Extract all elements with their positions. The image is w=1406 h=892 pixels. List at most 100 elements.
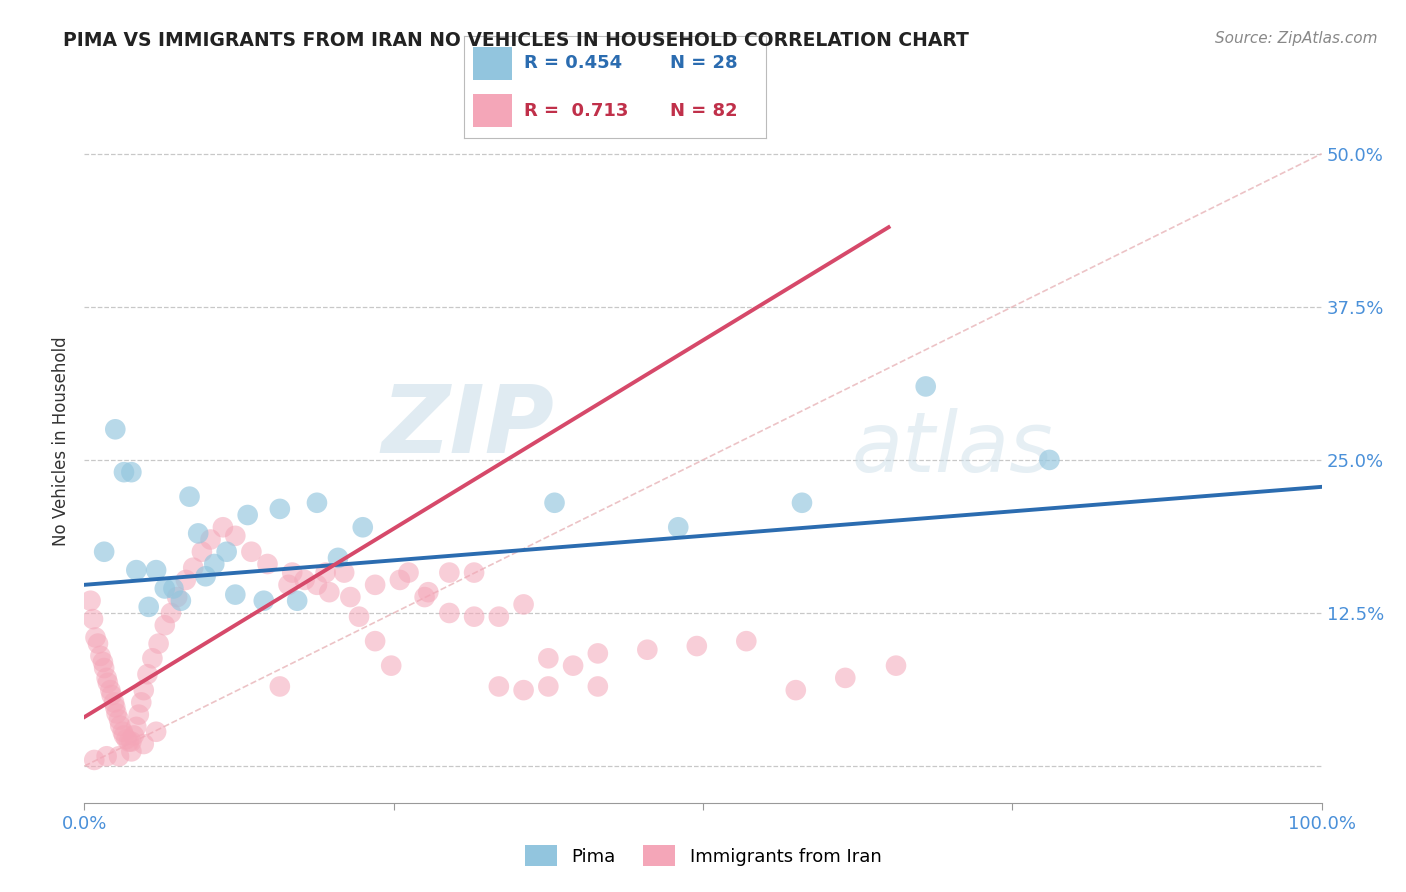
Text: atlas: atlas — [852, 409, 1053, 490]
Point — [79, 593, 101, 607]
Point — [166, 590, 188, 604]
Point — [636, 642, 658, 657]
Point — [145, 563, 167, 577]
Point — [224, 588, 246, 602]
Point — [512, 598, 534, 612]
Point — [914, 379, 936, 393]
Point — [132, 683, 155, 698]
Point — [537, 651, 560, 665]
Point — [463, 566, 485, 580]
Point — [145, 724, 167, 739]
Point — [215, 545, 238, 559]
Point — [108, 749, 131, 764]
Point — [122, 728, 145, 742]
Point — [153, 582, 176, 596]
Point — [834, 671, 856, 685]
Point — [253, 593, 276, 607]
Point — [281, 566, 304, 580]
Point — [388, 573, 411, 587]
Point — [110, 719, 132, 733]
Point — [179, 490, 201, 504]
Point — [326, 550, 349, 565]
Point — [212, 520, 235, 534]
Point — [125, 720, 148, 734]
Point — [104, 700, 127, 714]
Point — [418, 585, 440, 599]
Point — [97, 675, 120, 690]
Text: Source: ZipAtlas.com: Source: ZipAtlas.com — [1215, 31, 1378, 46]
Point — [191, 545, 214, 559]
Point — [364, 634, 387, 648]
Point — [162, 582, 184, 596]
Point — [586, 680, 609, 694]
Point — [96, 749, 118, 764]
Point — [91, 655, 114, 669]
Point — [256, 557, 278, 571]
Point — [200, 533, 222, 547]
Point — [96, 671, 118, 685]
Point — [236, 508, 259, 522]
Point — [82, 612, 104, 626]
Point — [105, 706, 128, 721]
Point — [884, 658, 907, 673]
Text: N = 82: N = 82 — [669, 102, 737, 120]
Point — [170, 593, 193, 607]
Point — [129, 695, 152, 709]
Text: ZIP: ZIP — [381, 381, 554, 473]
Point — [138, 599, 160, 614]
Text: R =  0.713: R = 0.713 — [524, 102, 628, 120]
Point — [93, 661, 115, 675]
Text: PIMA VS IMMIGRANTS FROM IRAN NO VEHICLES IN HOUSEHOLD CORRELATION CHART: PIMA VS IMMIGRANTS FROM IRAN NO VEHICLES… — [63, 31, 969, 50]
Point — [87, 637, 110, 651]
Point — [118, 734, 141, 748]
Bar — [472, 95, 512, 127]
Y-axis label: No Vehicles in Household: No Vehicles in Household — [52, 336, 70, 547]
Point — [103, 695, 125, 709]
Point — [269, 502, 291, 516]
Point — [202, 557, 225, 571]
Point — [240, 545, 263, 559]
Point — [333, 566, 356, 580]
Point — [666, 520, 689, 534]
Bar — [472, 47, 512, 79]
Point — [413, 590, 436, 604]
Point — [141, 651, 163, 665]
Text: R = 0.454: R = 0.454 — [524, 54, 623, 72]
Point — [339, 590, 361, 604]
Point — [488, 680, 510, 694]
Point — [125, 563, 148, 577]
Point — [735, 634, 758, 648]
Point — [790, 496, 813, 510]
Point — [104, 422, 127, 436]
Point — [586, 647, 609, 661]
Point — [128, 707, 150, 722]
Text: N = 28: N = 28 — [669, 54, 737, 72]
Legend: Pima, Immigrants from Iran: Pima, Immigrants from Iran — [517, 838, 889, 873]
Point — [398, 566, 420, 580]
Point — [83, 753, 105, 767]
Point — [562, 658, 585, 673]
Point — [364, 578, 387, 592]
Point — [84, 631, 107, 645]
Point — [120, 465, 142, 479]
Point — [277, 578, 299, 592]
Point — [1038, 453, 1060, 467]
Point — [112, 465, 135, 479]
Point — [115, 732, 138, 747]
Point — [463, 609, 485, 624]
Point — [111, 724, 134, 739]
Point — [347, 609, 370, 624]
Point — [294, 573, 316, 587]
Point — [439, 606, 461, 620]
Point — [108, 713, 131, 727]
Point — [315, 566, 337, 580]
Point — [120, 744, 142, 758]
Point — [224, 529, 246, 543]
Point — [153, 618, 176, 632]
Point — [785, 683, 807, 698]
Point — [686, 639, 709, 653]
Point — [318, 585, 340, 599]
Point — [194, 569, 217, 583]
Point — [160, 606, 183, 620]
Point — [537, 680, 560, 694]
